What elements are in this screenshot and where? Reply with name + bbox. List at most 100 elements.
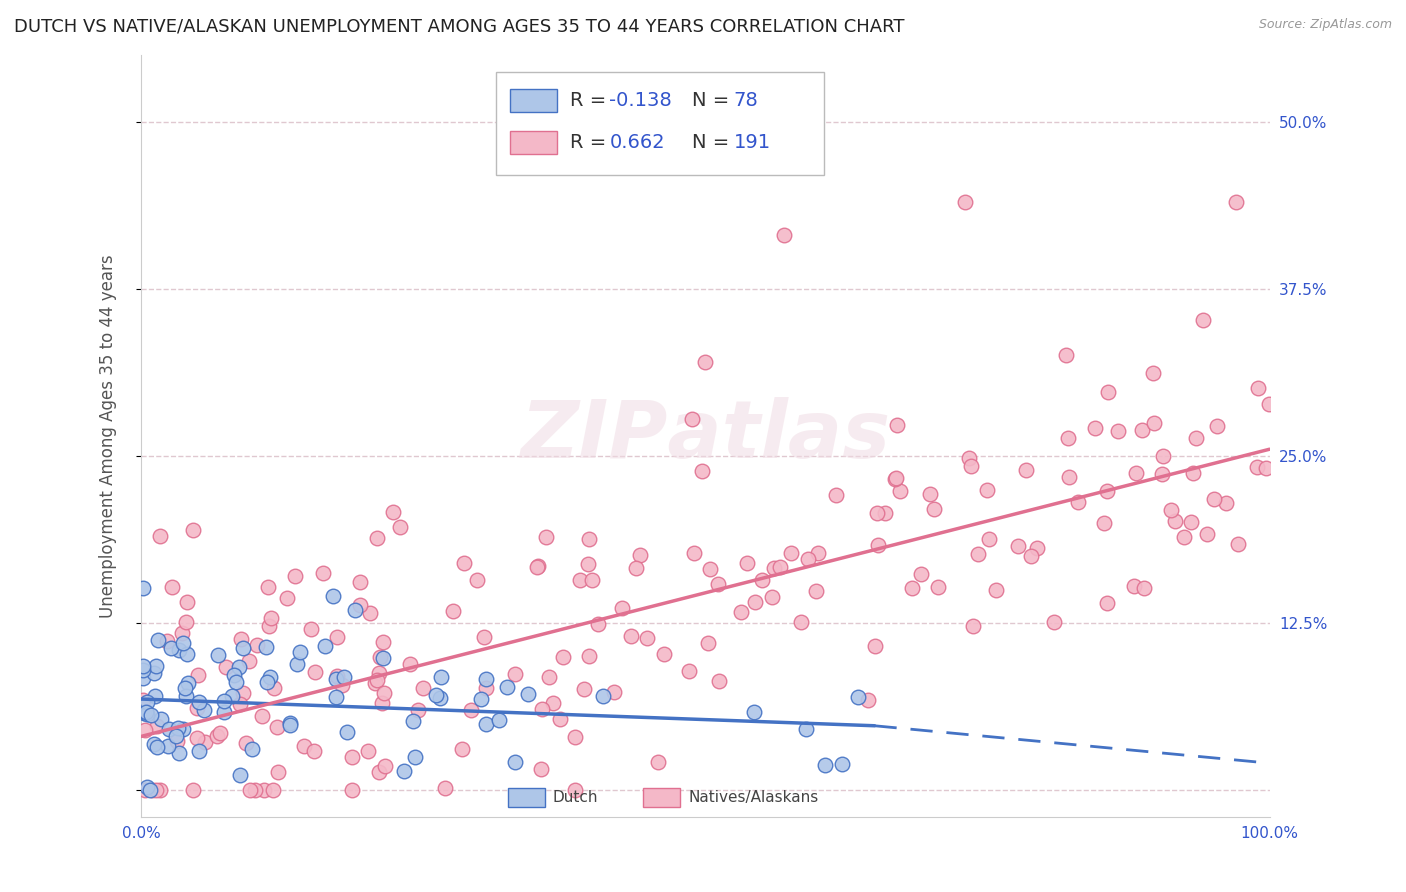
Point	[260, 611, 283, 625]
Point	[773, 228, 796, 243]
Point	[325, 690, 347, 704]
Point	[132, 672, 155, 686]
Point	[683, 546, 706, 560]
Point	[141, 783, 163, 797]
Point	[229, 697, 252, 711]
Text: N =: N =	[692, 133, 735, 153]
Point	[170, 626, 193, 640]
Point	[169, 643, 191, 657]
Point	[252, 783, 274, 797]
Point	[371, 697, 394, 711]
Point	[172, 723, 194, 737]
Point	[1206, 418, 1229, 433]
Point	[1025, 541, 1047, 555]
Point	[207, 648, 229, 662]
Point	[221, 689, 243, 703]
Point	[900, 581, 922, 595]
Point	[572, 682, 595, 697]
Point	[186, 668, 208, 682]
Point	[176, 595, 198, 609]
Point	[1164, 515, 1187, 529]
Point	[1202, 491, 1225, 506]
Point	[526, 559, 548, 574]
Point	[581, 573, 603, 587]
Text: R =: R =	[569, 91, 613, 111]
Point	[603, 685, 626, 699]
Point	[1042, 615, 1064, 630]
Point	[1097, 596, 1119, 610]
Point	[357, 744, 380, 758]
Point	[763, 561, 786, 575]
Point	[1197, 527, 1219, 541]
Point	[181, 523, 204, 537]
Point	[141, 708, 163, 723]
Point	[285, 657, 308, 671]
Point	[1125, 466, 1147, 480]
Point	[628, 548, 651, 562]
Point	[145, 783, 167, 797]
Point	[194, 734, 217, 748]
Point	[1258, 396, 1281, 410]
Point	[373, 651, 395, 665]
Point	[564, 783, 586, 797]
Point	[340, 783, 363, 797]
Point	[1094, 516, 1116, 530]
Point	[278, 715, 301, 730]
Point	[534, 530, 557, 544]
Point	[957, 451, 980, 466]
Point	[366, 673, 388, 688]
Point	[866, 506, 889, 520]
Point	[472, 630, 495, 644]
Point	[825, 488, 848, 502]
Bar	[510, 131, 557, 154]
Point	[402, 714, 425, 729]
Point	[135, 706, 157, 720]
Point	[367, 764, 389, 779]
Point	[167, 746, 190, 760]
Point	[359, 607, 381, 621]
Point	[132, 706, 155, 721]
Point	[166, 721, 188, 735]
Point	[135, 707, 157, 722]
Point	[451, 741, 474, 756]
Point	[157, 722, 180, 736]
Point	[1142, 366, 1164, 380]
Point	[697, 636, 720, 650]
Point	[243, 783, 266, 797]
Point	[283, 568, 305, 582]
Point	[344, 602, 367, 616]
Point	[176, 689, 198, 703]
Point	[962, 619, 984, 633]
Point	[238, 654, 260, 668]
FancyBboxPatch shape	[496, 72, 824, 175]
Point	[620, 629, 643, 643]
Point	[1097, 384, 1119, 399]
Point	[371, 634, 394, 648]
Point	[1192, 312, 1215, 326]
Point	[744, 594, 766, 608]
Point	[531, 702, 554, 716]
Point	[465, 573, 488, 587]
Point	[474, 717, 496, 731]
Point	[205, 729, 228, 743]
Point	[373, 686, 395, 700]
Bar	[643, 789, 681, 806]
Point	[368, 650, 391, 665]
Point	[977, 532, 1000, 546]
Point	[868, 538, 890, 552]
Point	[910, 566, 932, 581]
Point	[232, 641, 254, 656]
Point	[610, 600, 633, 615]
Point	[780, 545, 803, 559]
Text: ZIP​atlas: ZIP​atlas	[520, 397, 890, 475]
Point	[1084, 421, 1107, 435]
Point	[366, 531, 388, 545]
Point	[699, 562, 721, 576]
Point	[883, 472, 905, 486]
Point	[441, 605, 464, 619]
Point	[239, 783, 262, 797]
Point	[846, 690, 869, 704]
Point	[453, 556, 475, 570]
Point	[920, 487, 942, 501]
Point	[132, 581, 155, 595]
